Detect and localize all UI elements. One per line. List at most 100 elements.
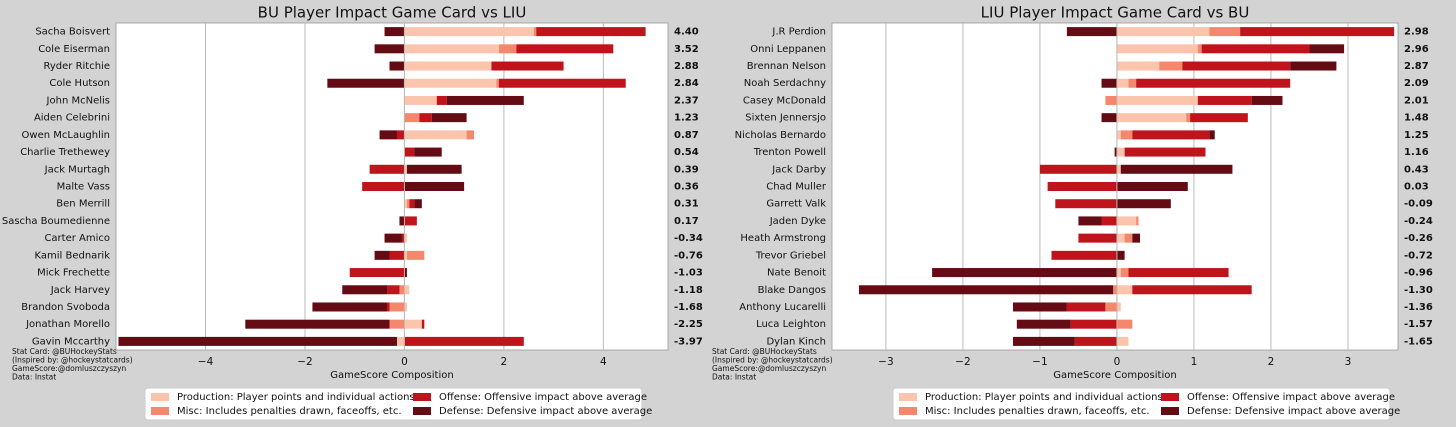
total-label: 1.25 <box>1404 130 1429 141</box>
bar-segment <box>404 182 465 191</box>
bar-segment <box>1113 285 1117 295</box>
bar-segment <box>245 319 390 329</box>
bar-segment <box>1136 78 1291 88</box>
legend-label: Production: Player points and individual… <box>177 392 415 403</box>
chart-title: LIU Player Impact Game Card vs BU <box>981 4 1250 22</box>
bar-segment <box>419 113 432 123</box>
bar-segment <box>1116 302 1121 312</box>
bar-segment <box>932 268 1117 278</box>
bar-segment <box>1309 44 1345 54</box>
bar-segment <box>404 130 467 140</box>
bar-segment <box>404 250 407 260</box>
total-label: -2.25 <box>674 319 703 330</box>
bar-segment <box>1132 233 1141 243</box>
total-label: -0.24 <box>1404 216 1433 227</box>
bar-segment <box>1101 113 1117 123</box>
bar-segment <box>1070 319 1117 329</box>
bar-segment <box>516 44 614 54</box>
total-label: 2.96 <box>1404 44 1429 55</box>
bar-segment <box>387 285 400 295</box>
bar-segment <box>1114 147 1117 157</box>
bar-segment <box>533 27 537 37</box>
player-name: Nate Benoit <box>767 268 826 279</box>
bar-segment <box>404 147 415 157</box>
bar-segment <box>1128 78 1137 88</box>
legend-swatch <box>413 393 431 401</box>
player-name: Cole Eiserman <box>38 44 110 55</box>
total-label: -1.30 <box>1404 285 1433 296</box>
bar-segment <box>1197 95 1252 105</box>
total-label: 0.03 <box>1404 182 1429 193</box>
bar-segment <box>404 113 420 123</box>
bar-segment <box>1120 130 1133 140</box>
bar-segment <box>1039 164 1117 174</box>
bar-segment <box>1101 216 1117 226</box>
legend-swatch <box>413 407 431 415</box>
bar-segment <box>404 336 524 346</box>
player-name: Jack Harvey <box>50 285 110 296</box>
bar-segment <box>1074 336 1117 346</box>
bar-segment <box>446 95 524 105</box>
total-label: -0.26 <box>1404 233 1433 244</box>
total-label: -1.18 <box>674 285 703 296</box>
player-name: Jaden Dyke <box>769 216 826 227</box>
player-name: Casey McDonald <box>743 95 826 106</box>
legend-swatch <box>151 393 169 401</box>
player-name: Aiden Celebrini <box>34 113 110 124</box>
bar-segment <box>1116 78 1129 88</box>
bar-segment <box>327 78 405 88</box>
player-name: Garrett Valk <box>766 199 826 210</box>
legend-label: Offense: Offensive impact above average <box>439 392 647 403</box>
total-label: 2.37 <box>674 95 699 106</box>
legend-label: Misc: Includes penalties drawn, faceoffs… <box>925 406 1150 417</box>
legend-box <box>892 387 1391 421</box>
bar-segment <box>342 285 388 295</box>
bar-segment <box>396 130 405 140</box>
bar-segment <box>409 199 415 209</box>
footer-text: GameScore:@domluszczyszyn <box>712 364 826 373</box>
bar-segment <box>374 250 390 260</box>
bar-segment <box>1124 147 1206 157</box>
total-label: -1.68 <box>674 302 703 313</box>
bar-segment <box>1101 78 1117 88</box>
player-name: John McNelis <box>46 95 110 106</box>
footer-text: Data: Instat <box>712 373 756 382</box>
bar-segment <box>404 27 534 37</box>
bar-segment <box>1012 302 1067 312</box>
player-name: Luca Leighton <box>756 319 826 330</box>
bar-segment <box>1116 216 1137 226</box>
bar-segment <box>1116 61 1160 71</box>
player-name: Ryder Ritchie <box>43 61 110 72</box>
x-tick-label: −4 <box>198 356 214 368</box>
bar-segment <box>404 216 417 226</box>
bar-segment <box>1116 285 1133 295</box>
bar-segment <box>1012 336 1075 346</box>
legend-swatch <box>899 393 917 401</box>
bar-segment <box>1116 250 1125 260</box>
legend-label: Defense: Defensive impact above average <box>439 406 652 417</box>
bar-segment <box>1078 216 1102 226</box>
bar-segment <box>1136 216 1139 226</box>
player-name: Anthony Lucarelli <box>739 302 826 313</box>
player-name: Brandon Svoboda <box>21 302 110 313</box>
x-tick-label: −2 <box>955 356 970 368</box>
bar-segment <box>1201 44 1310 54</box>
bar-segment <box>1105 302 1117 312</box>
bar-segment <box>404 95 437 105</box>
total-label: -1.65 <box>1404 336 1433 347</box>
total-label: 0.31 <box>674 199 699 210</box>
total-label: -1.03 <box>674 268 703 279</box>
x-tick-label: 3 <box>1345 356 1352 368</box>
bar-segment <box>384 233 402 243</box>
bar-segment <box>1116 130 1121 140</box>
total-label: -1.36 <box>1404 302 1433 313</box>
bar-segment <box>1186 113 1191 123</box>
total-label: 0.39 <box>674 164 699 175</box>
bar-segment <box>399 285 405 295</box>
footer-text: Data: Instat <box>12 373 56 382</box>
player-name: Noah Serdachny <box>744 78 826 89</box>
total-label: 0.54 <box>674 147 699 158</box>
total-label: 0.43 <box>1404 164 1429 175</box>
total-label: -1.57 <box>1404 319 1433 330</box>
bar-segment <box>1128 268 1229 278</box>
